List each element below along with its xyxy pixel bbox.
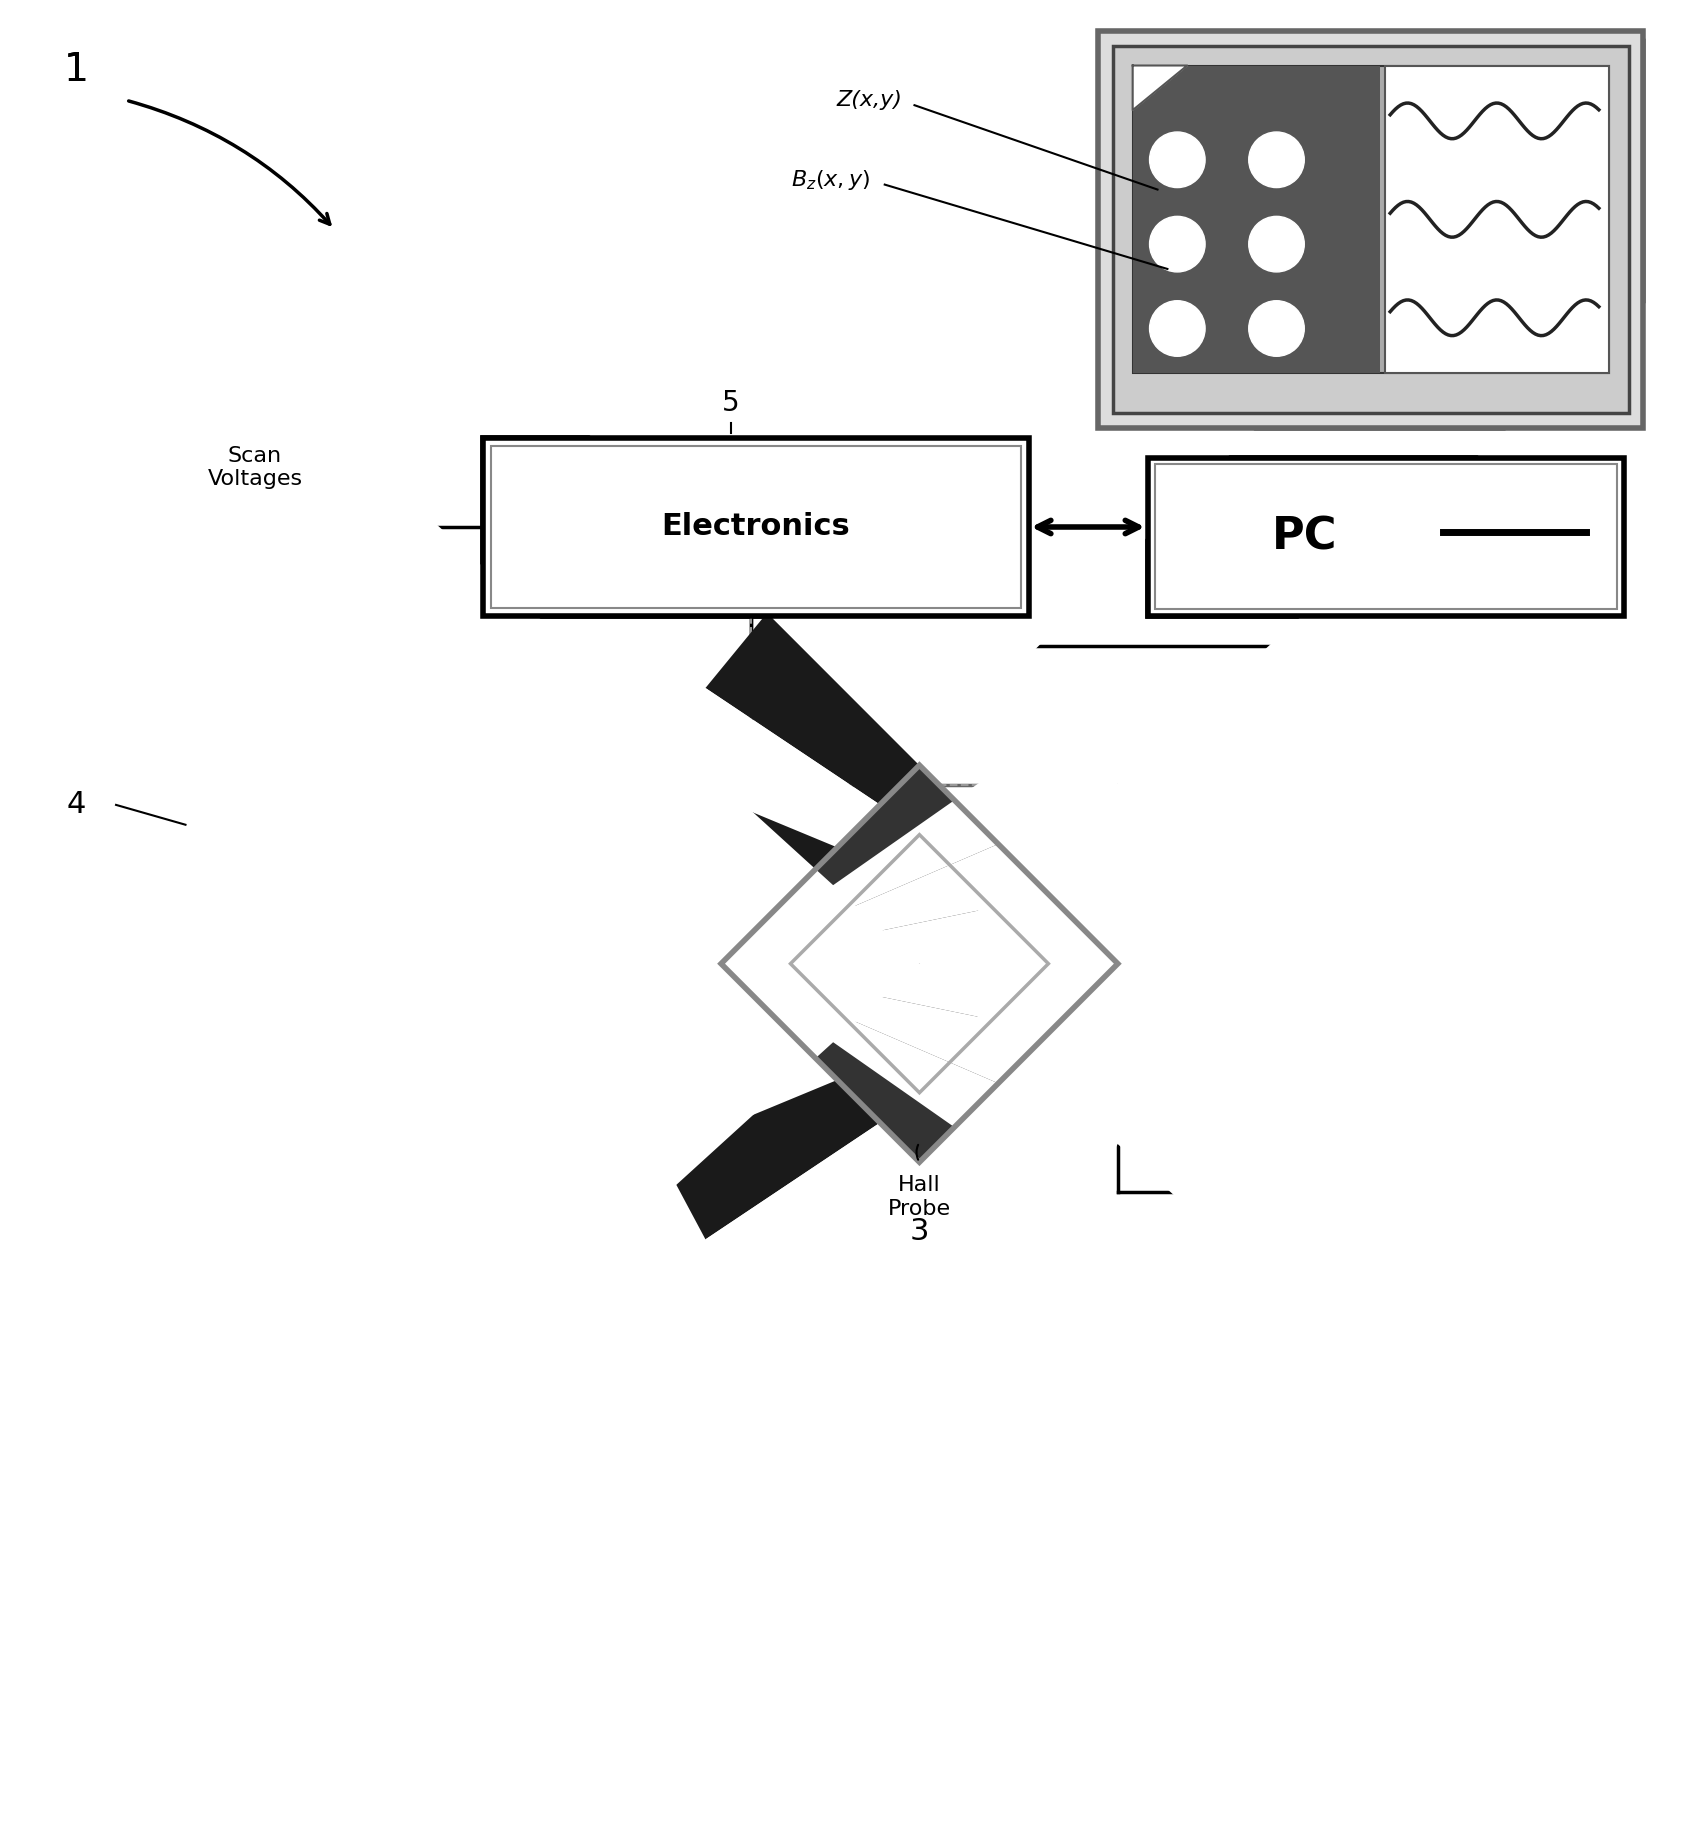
- Text: Sample: Sample: [44, 1033, 128, 1053]
- Polygon shape: [721, 765, 1118, 1162]
- Polygon shape: [1133, 66, 1188, 111]
- Polygon shape: [622, 867, 1118, 964]
- Text: Z(x,y): Z(x,y): [837, 90, 903, 111]
- Polygon shape: [0, 0, 1704, 765]
- Text: Scan
Voltages: Scan Voltages: [208, 446, 303, 489]
- Bar: [1133, 66, 1609, 372]
- Bar: [491, 446, 1021, 609]
- Text: 12: 12: [300, 1396, 339, 1425]
- Circle shape: [1150, 216, 1205, 271]
- Circle shape: [1150, 301, 1205, 356]
- Text: PC: PC: [1271, 516, 1338, 559]
- Bar: [1147, 457, 1624, 616]
- Polygon shape: [1133, 66, 1188, 111]
- Bar: [1155, 465, 1617, 609]
- Polygon shape: [622, 964, 1118, 1060]
- Text: Scan
Voltages: Scan Voltages: [208, 446, 303, 489]
- Bar: [1113, 46, 1629, 413]
- Text: PC: PC: [1271, 516, 1338, 559]
- Circle shape: [1249, 216, 1304, 271]
- Text: STM Tip
Bias: STM Tip Bias: [658, 852, 745, 896]
- Circle shape: [1150, 133, 1205, 188]
- Bar: [1133, 66, 1380, 372]
- Circle shape: [1447, 1178, 1503, 1235]
- Bar: [1385, 66, 1609, 372]
- Circle shape: [1249, 301, 1304, 356]
- Text: 4: 4: [66, 791, 87, 819]
- Text: 5: 5: [722, 389, 740, 417]
- Text: Electronics: Electronics: [661, 513, 850, 542]
- Bar: [491, 446, 1021, 609]
- Bar: [482, 437, 1029, 616]
- Text: Hall
Voltage: Hall Voltage: [1542, 743, 1626, 787]
- Polygon shape: [659, 688, 1118, 964]
- Text: 1: 1: [65, 52, 89, 90]
- Bar: [245, 725, 404, 1044]
- Polygon shape: [0, 1162, 1704, 1844]
- Text: Z(x,y): Z(x,y): [837, 90, 903, 111]
- Bar: [1385, 66, 1609, 372]
- Polygon shape: [705, 612, 1118, 964]
- Bar: [1147, 457, 1624, 616]
- Ellipse shape: [245, 703, 404, 749]
- Text: 1: 1: [65, 52, 89, 90]
- Bar: [1155, 465, 1617, 609]
- Text: 1-2°: 1-2°: [538, 1077, 586, 1097]
- Text: 3: 3: [910, 1217, 929, 1247]
- Polygon shape: [186, 1033, 578, 1117]
- Circle shape: [1249, 216, 1304, 271]
- Polygon shape: [721, 791, 1148, 964]
- Polygon shape: [116, 1138, 533, 1212]
- Bar: [147, 1173, 492, 1331]
- Polygon shape: [721, 964, 1121, 1213]
- Bar: [1113, 46, 1629, 413]
- Polygon shape: [721, 714, 1121, 964]
- Circle shape: [1249, 133, 1304, 188]
- Text: Hall
Probe: Hall Probe: [888, 1175, 951, 1219]
- Text: $\mathit{B}_z(x,y)$: $\mathit{B}_z(x,y)$: [791, 168, 869, 192]
- Text: Tilt
Stage: Tilt Stage: [481, 1189, 545, 1234]
- Text: $\mathit{B}_z(x,y)$: $\mathit{B}_z(x,y)$: [791, 168, 869, 192]
- Text: B: B: [94, 977, 119, 1011]
- Polygon shape: [659, 964, 1118, 1239]
- Text: Electronics: Electronics: [661, 513, 850, 542]
- Polygon shape: [721, 876, 1157, 964]
- Text: 5: 5: [722, 389, 740, 417]
- Text: 4: 4: [66, 791, 87, 819]
- Polygon shape: [705, 964, 1118, 1315]
- Polygon shape: [721, 964, 1148, 1136]
- Circle shape: [1150, 301, 1205, 356]
- Circle shape: [1249, 133, 1304, 188]
- Bar: [1133, 66, 1380, 372]
- Ellipse shape: [305, 1328, 334, 1353]
- Circle shape: [1150, 216, 1205, 271]
- Bar: [482, 437, 1029, 616]
- Text: $I_{Hall}$: $I_{Hall}$: [1563, 1219, 1605, 1245]
- Polygon shape: [632, 964, 1118, 1154]
- Circle shape: [1249, 301, 1304, 356]
- Circle shape: [1447, 1228, 1503, 1283]
- Ellipse shape: [245, 1022, 404, 1066]
- Circle shape: [1150, 133, 1205, 188]
- Polygon shape: [920, 0, 1704, 1844]
- Bar: [1097, 31, 1643, 428]
- Polygon shape: [721, 964, 1157, 1051]
- Bar: [1133, 66, 1609, 372]
- Polygon shape: [632, 774, 1118, 964]
- Polygon shape: [0, 0, 920, 1844]
- Text: Scanner
Tube: Scanner Tube: [477, 843, 567, 885]
- Polygon shape: [186, 1053, 339, 1117]
- Bar: [1097, 31, 1643, 428]
